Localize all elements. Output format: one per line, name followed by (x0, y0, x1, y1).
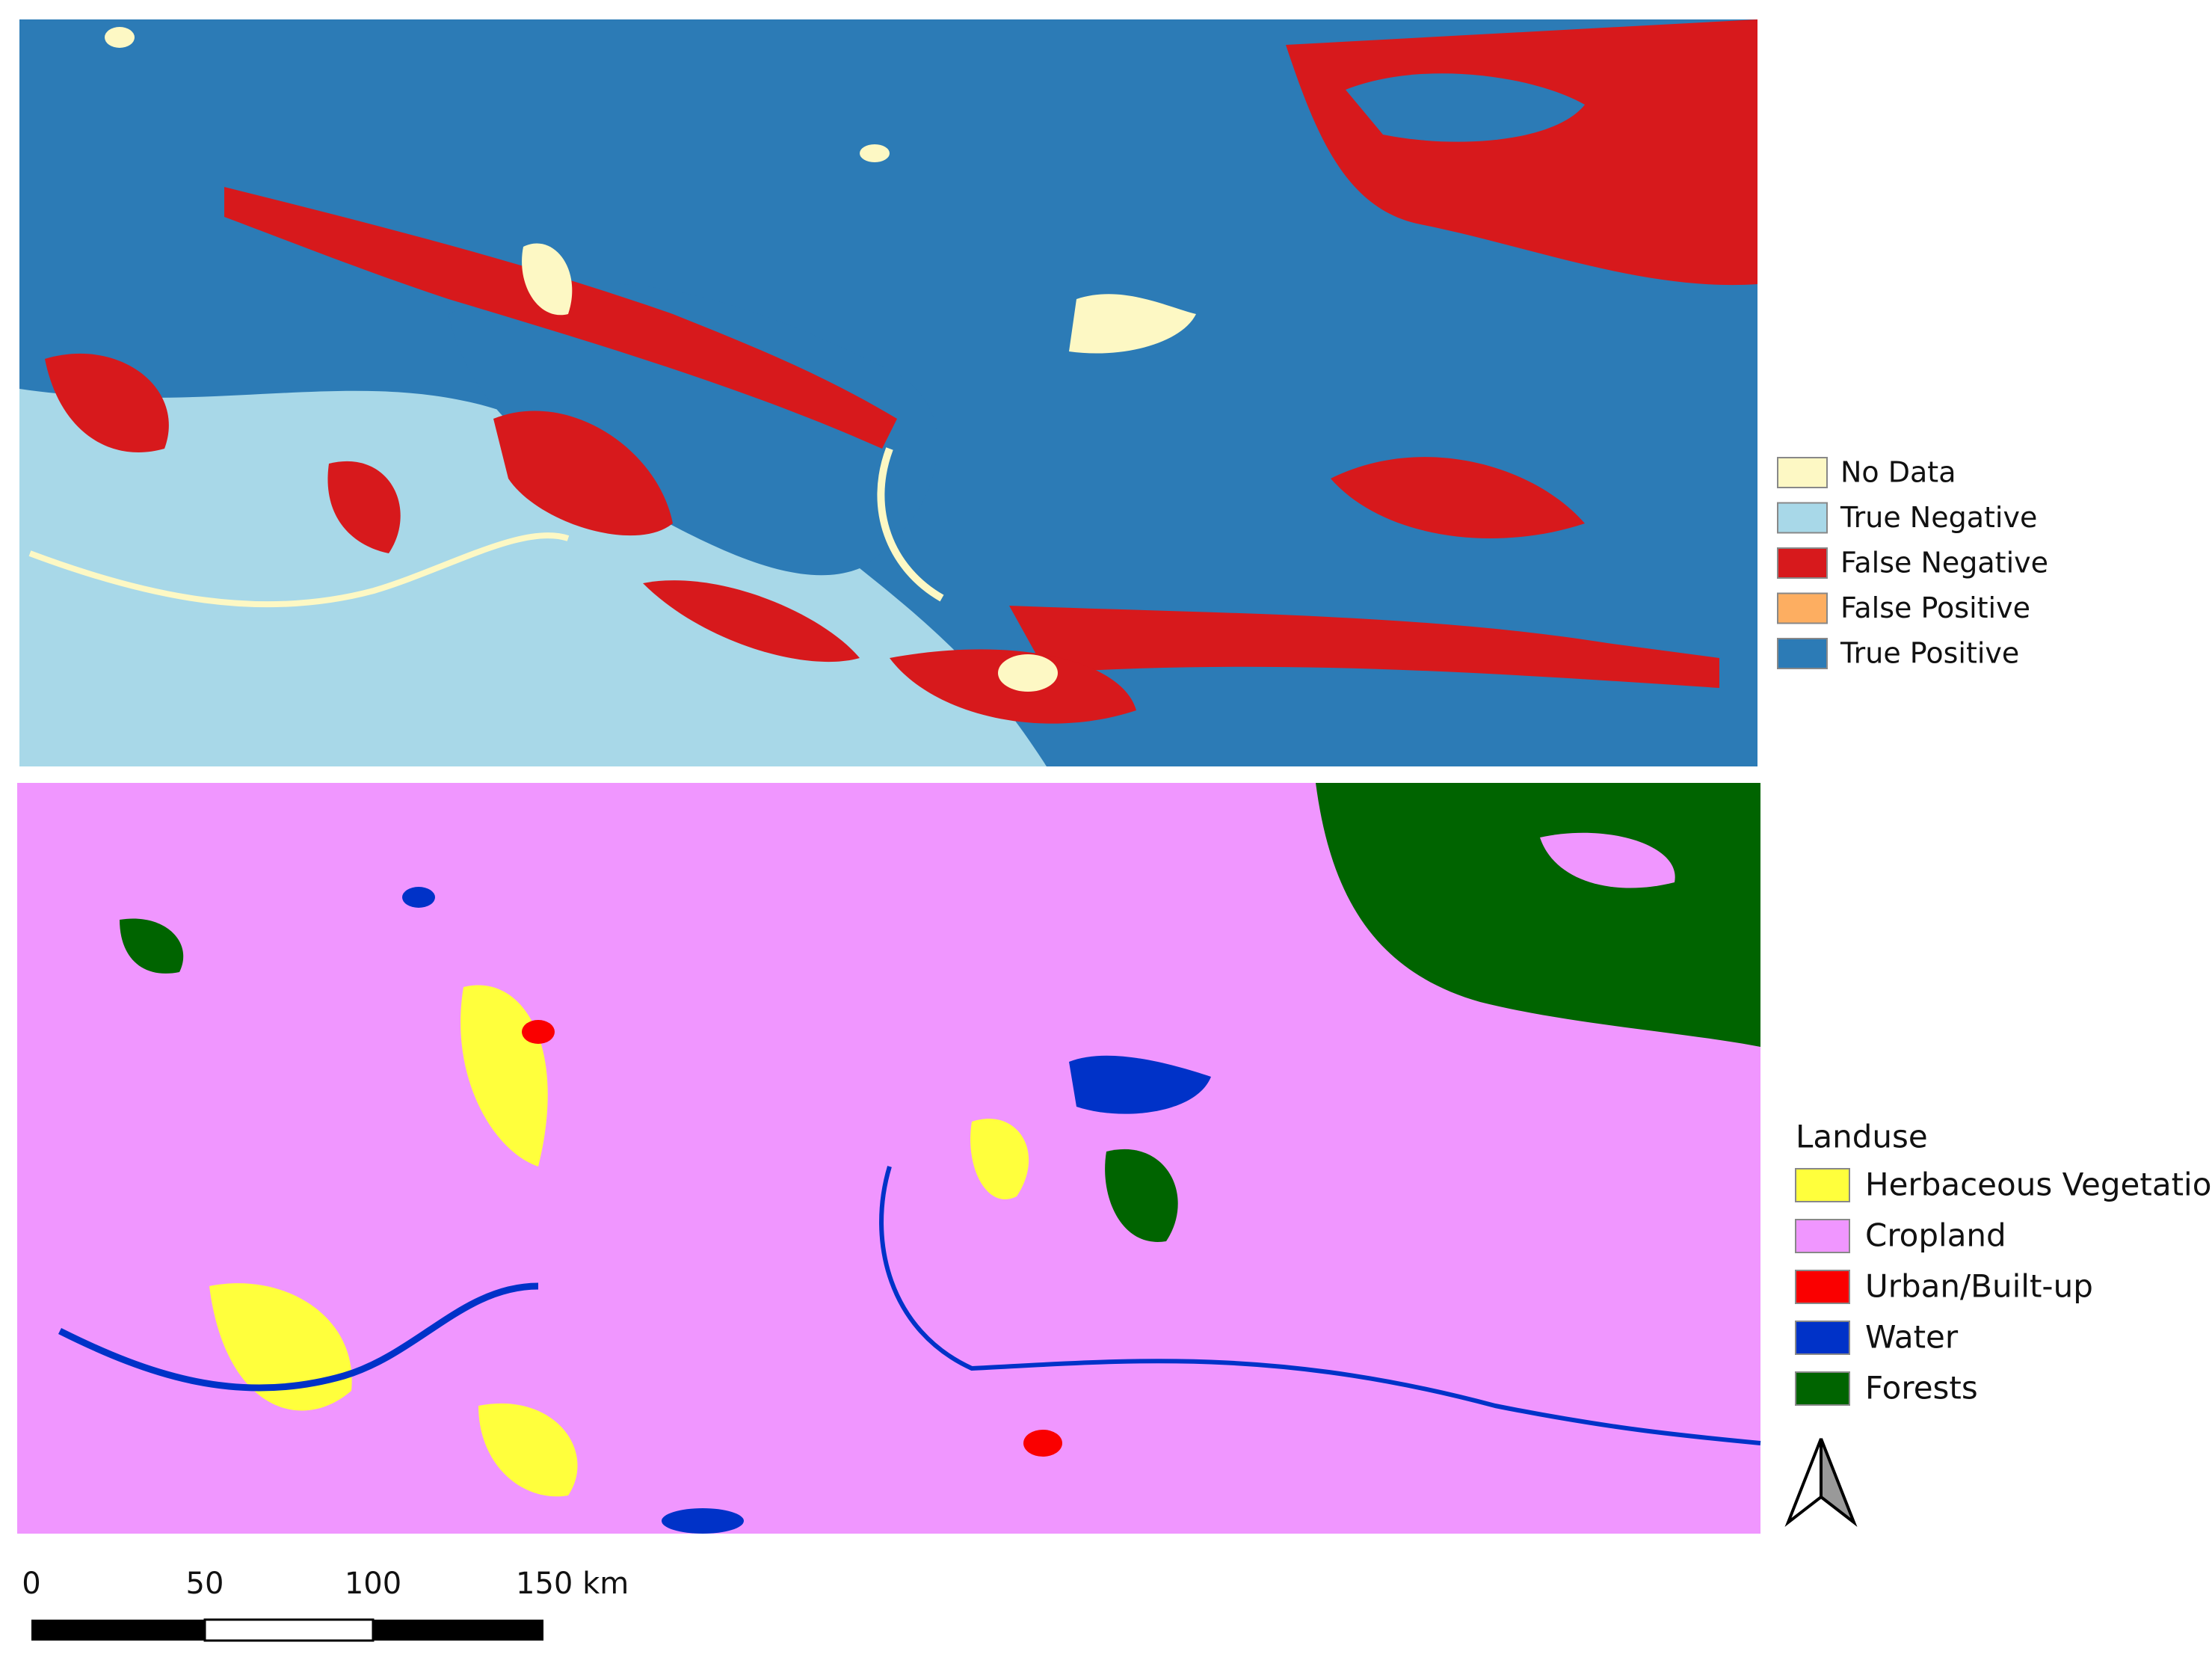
legend-label: True Positive (1840, 637, 2019, 670)
legend-bottom: Herbaceous Vegetation Cropland Urban/Built… (1795, 1166, 2212, 1407)
scale-bar: 0 50 100 150 km (22, 1567, 629, 1642)
legend-label: Herbaceous Vegetation (1865, 1166, 2212, 1203)
scale-label: 0 (22, 1567, 40, 1601)
legend-swatch (1777, 547, 1828, 579)
legend-label: No Data (1840, 456, 1956, 489)
legend-swatch (1777, 592, 1828, 624)
legend-label: False Positive (1840, 591, 2030, 624)
legend-swatch (1795, 1168, 1850, 1202)
scale-label: 50 (186, 1567, 224, 1601)
legend-swatch (1795, 1371, 1850, 1406)
prediction-map (19, 19, 1757, 766)
scale-label: 100 (345, 1567, 401, 1601)
legend-label: Water (1865, 1319, 1959, 1356)
legend-swatch (1777, 457, 1828, 488)
legend-label: Urban/Built-up (1865, 1268, 2093, 1305)
landuse-map (17, 783, 1761, 1534)
legend-title: Landuse (1796, 1119, 1928, 1155)
legend-swatch (1777, 502, 1828, 534)
legend-swatch (1777, 638, 1828, 669)
legend-swatch (1795, 1270, 1850, 1304)
legend-label: False Negative (1840, 547, 2048, 580)
legend-label: Forests (1865, 1370, 1978, 1407)
legend-top: No Data True Negative False Negative False … (1777, 456, 2048, 670)
north-arrow (1784, 1438, 1858, 1528)
legend-swatch (1795, 1219, 1850, 1253)
scale-label: 150 km (516, 1567, 629, 1601)
legend-swatch (1795, 1321, 1850, 1355)
legend-label: Cropland (1865, 1217, 2006, 1254)
legend-label: True Negative (1840, 501, 2037, 534)
